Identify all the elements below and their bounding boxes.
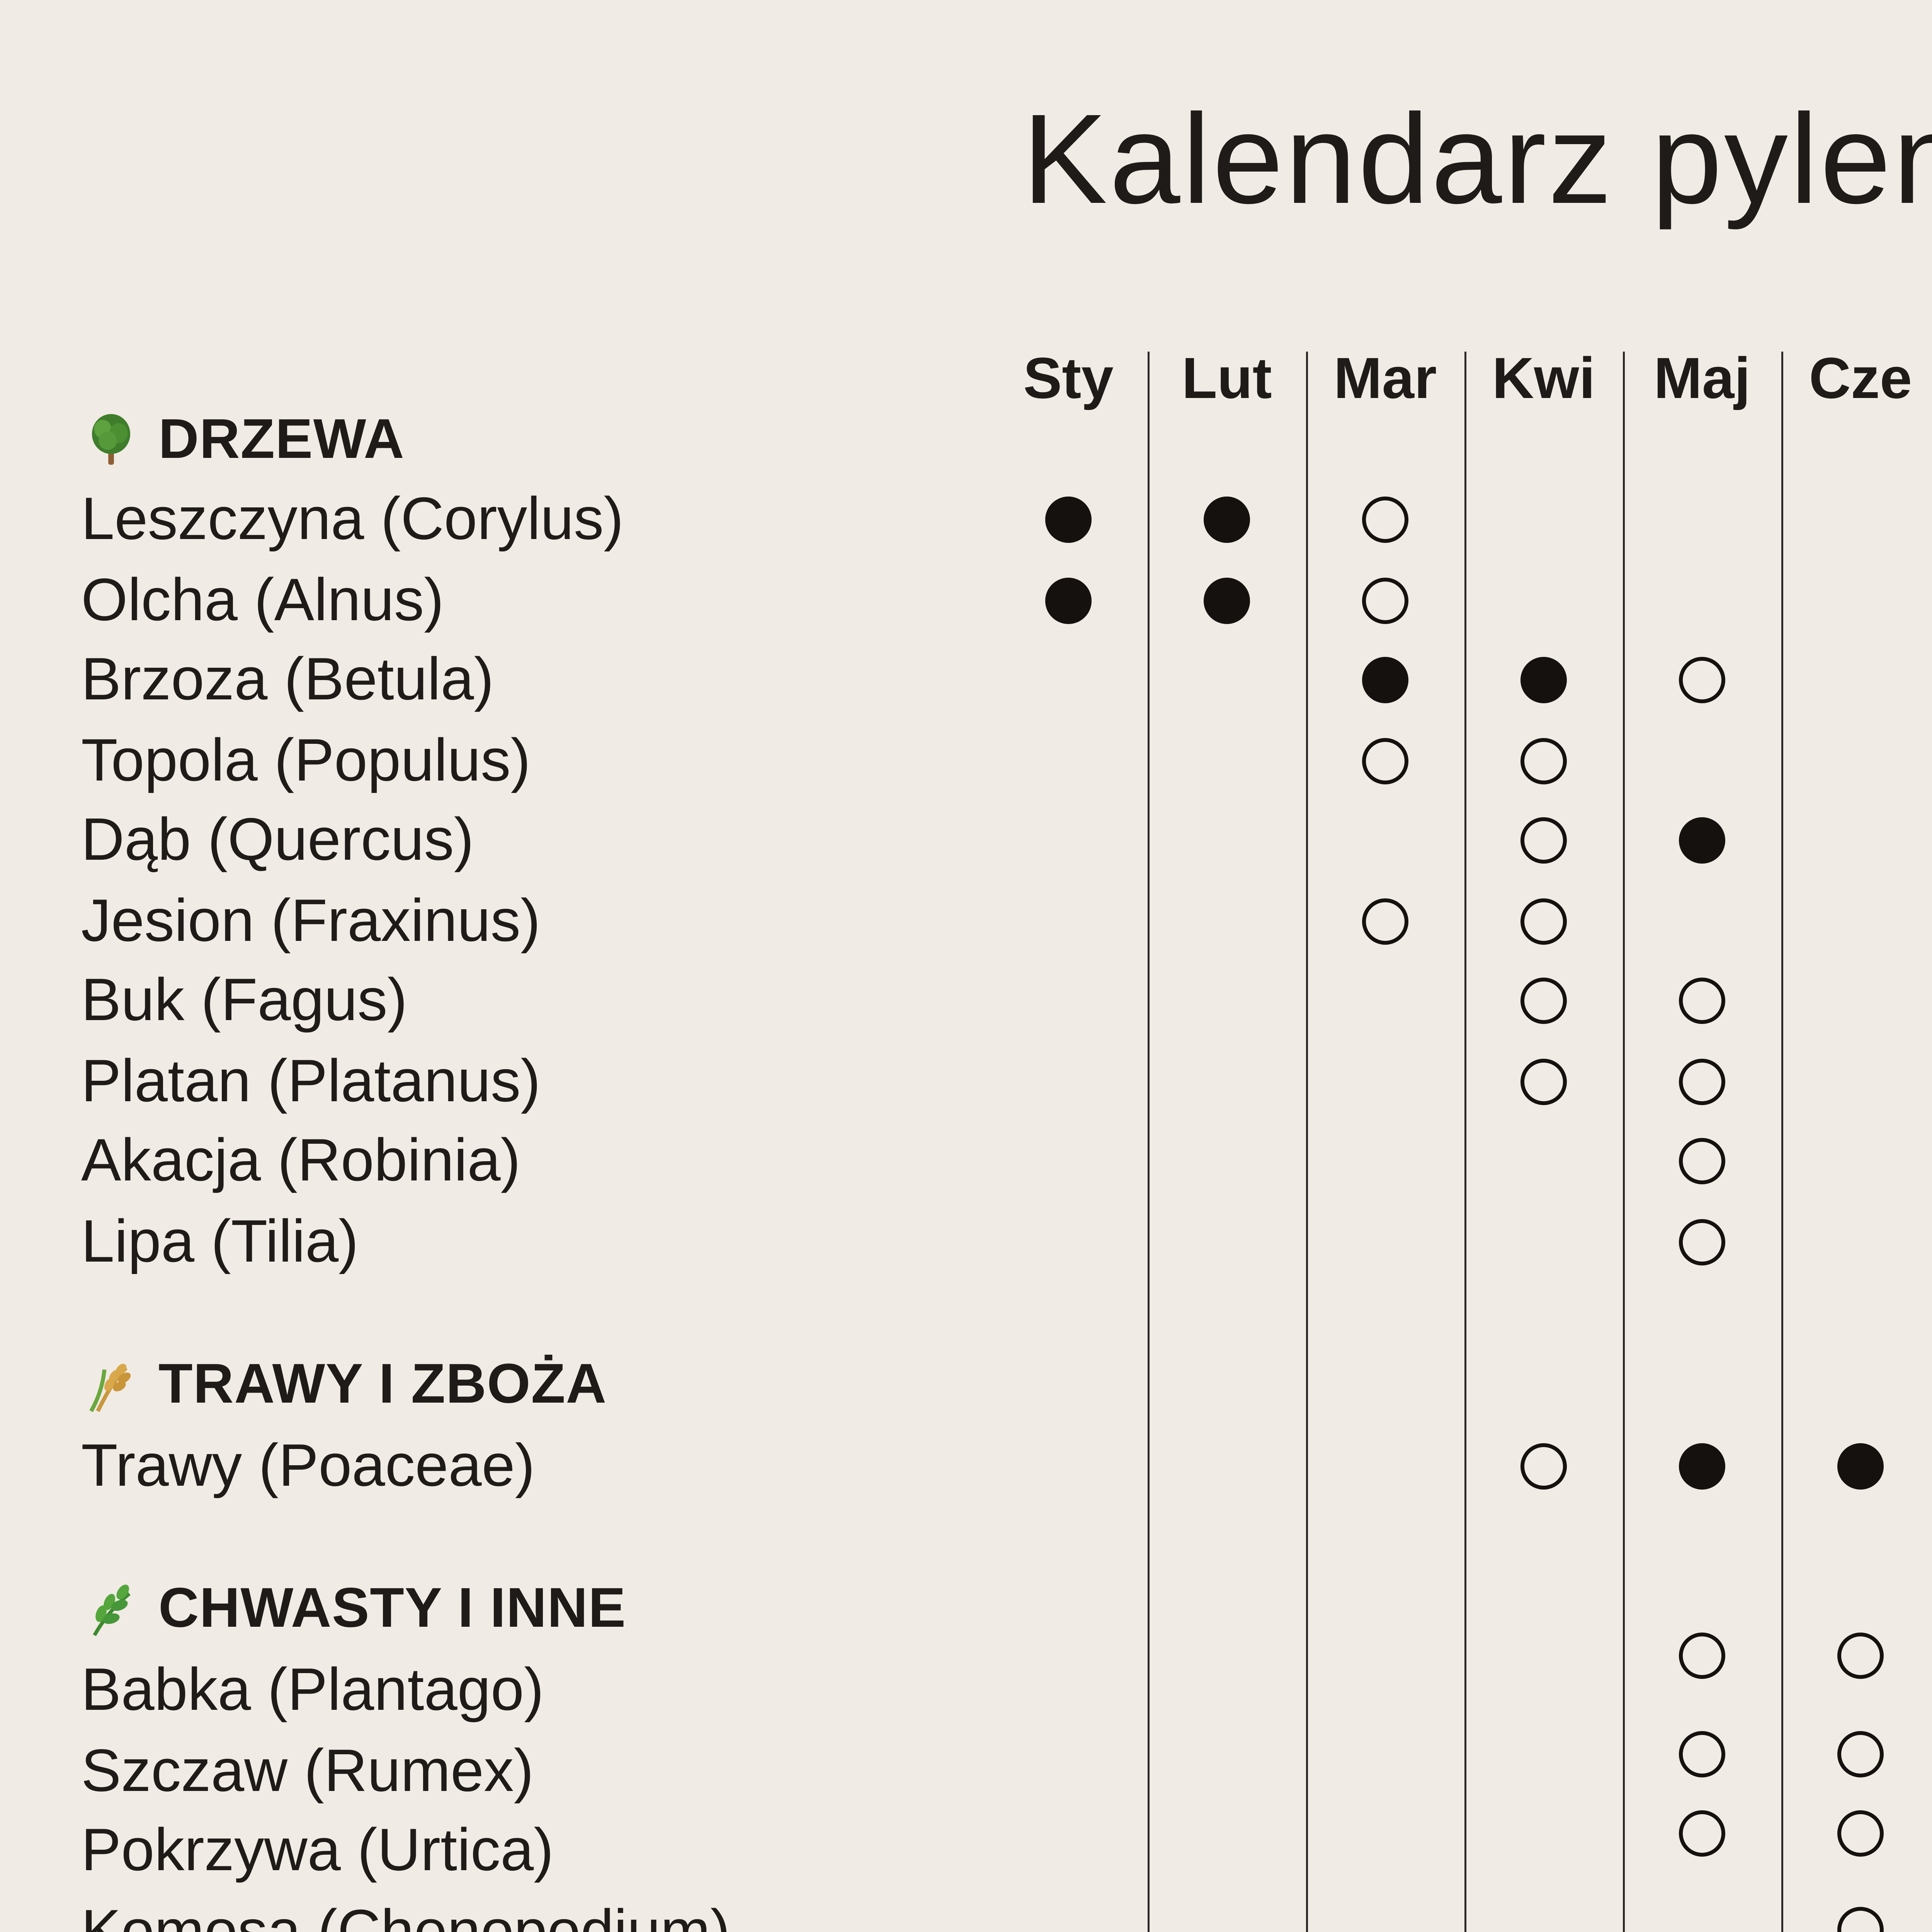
row-label-lipa-tilia: Lipa (Tilia) <box>81 1206 359 1274</box>
column-separator <box>1305 352 1307 1932</box>
dot-brzoza-betula-kwi <box>1520 657 1567 703</box>
row-label-topola-populus: Topola (Populus) <box>81 725 531 793</box>
dot-brzoza-betula-mar <box>1362 657 1408 703</box>
dot-akacja-robinia-maj <box>1679 1138 1725 1184</box>
dot-leszczyna-corylus-lut <box>1204 497 1250 543</box>
section-header-trawy-i-zboza: TRAWY I ZBOŻA <box>81 1347 607 1424</box>
dot-babka-plantago-maj <box>1679 1633 1725 1679</box>
section-header-chwasty-i-inne: CHWASTY I INNE <box>81 1571 626 1648</box>
row-label-babka-plantago: Babka (Plantago) <box>81 1656 544 1723</box>
dot-trawy-poaceae-cze <box>1837 1443 1884 1490</box>
dot-olcha-alnus-sty <box>1045 577 1092 623</box>
row-label-buk-fagus: Buk (Fagus) <box>81 966 408 1034</box>
section-header-drzewa: DRZEWA <box>81 402 405 479</box>
section-label: DRZEWA <box>158 408 405 471</box>
dot-pokrzywa-urtica-cze <box>1837 1810 1884 1857</box>
herb-icon <box>93 1583 131 1635</box>
dot-buk-fagus-kwi <box>1520 978 1567 1024</box>
dot-komosa-chenopodium-cze <box>1837 1907 1884 1932</box>
dot-leszczyna-corylus-sty <box>1045 497 1092 543</box>
row-label-komosa-chenopodium: Komosa (Chenopodium) <box>81 1897 731 1932</box>
row-label-akacja-robinia: Akacja (Robinia) <box>81 1126 521 1194</box>
column-separator <box>1463 352 1466 1932</box>
row-label-jesion-fraxinus: Jesion (Fraxinus) <box>81 886 541 954</box>
dot-platan-platanus-kwi <box>1520 1058 1567 1104</box>
month-header-maj: Maj <box>1653 348 1750 412</box>
row-label-olcha-alnus: Olcha (Alnus) <box>81 565 444 633</box>
dot-brzoza-betula-maj <box>1679 657 1725 703</box>
row-label-trawy-poaceae: Trawy (Poaceae) <box>81 1432 535 1499</box>
dot-babka-plantago-cze <box>1837 1633 1884 1679</box>
dot-pokrzywa-urtica-maj <box>1679 1810 1725 1857</box>
dot-topola-populus-mar <box>1362 737 1408 784</box>
row-label-platan-platanus: Platan (Platanus) <box>81 1046 541 1114</box>
dot-szczaw-rumex-cze <box>1837 1730 1884 1777</box>
dot-topola-populus-kwi <box>1520 737 1567 784</box>
row-label-pokrzywa-urtica: Pokrzywa (Urtica) <box>81 1816 554 1884</box>
wheat-icon <box>89 1362 131 1412</box>
row-label-brzoza-betula: Brzoza (Betula) <box>81 645 494 713</box>
dot-leszczyna-corylus-mar <box>1362 497 1408 543</box>
dot-lipa-tilia-maj <box>1679 1218 1725 1265</box>
row-label-leszczyna-corylus: Leszczyna (Corylus) <box>81 485 624 553</box>
month-header-sty: Sty <box>1023 348 1114 412</box>
month-header-mar: Mar <box>1333 348 1437 412</box>
dot-jesion-fraxinus-kwi <box>1520 897 1567 944</box>
section-label: TRAWY I ZBOŻA <box>158 1353 607 1415</box>
month-header-kwi: Kwi <box>1492 348 1595 412</box>
dot-platan-platanus-maj <box>1679 1058 1725 1104</box>
column-separator <box>1780 352 1782 1932</box>
month-header-lut: Lut <box>1182 348 1272 412</box>
dot-olcha-alnus-mar <box>1362 577 1408 623</box>
dot-dab-quercus-kwi <box>1520 817 1567 864</box>
month-header-cze: Cze <box>1809 348 1912 412</box>
column-separator <box>1146 352 1149 1932</box>
dot-buk-fagus-maj <box>1679 978 1725 1024</box>
dot-trawy-poaceae-maj <box>1679 1443 1725 1490</box>
dot-jesion-fraxinus-mar <box>1362 897 1408 944</box>
dot-szczaw-rumex-maj <box>1679 1730 1725 1777</box>
page-title: Kalendarz pylenia <box>1022 87 1932 230</box>
row-label-szczaw-rumex: Szczaw (Rumex) <box>81 1736 534 1804</box>
dot-dab-quercus-maj <box>1679 817 1725 864</box>
column-separator <box>1622 352 1624 1932</box>
section-label: CHWASTY I INNE <box>158 1577 626 1639</box>
dot-olcha-alnus-lut <box>1204 577 1250 623</box>
tree-icon <box>92 413 131 464</box>
dot-trawy-poaceae-kwi <box>1520 1443 1567 1490</box>
row-label-dab-quercus: Dąb (Quercus) <box>81 806 474 873</box>
